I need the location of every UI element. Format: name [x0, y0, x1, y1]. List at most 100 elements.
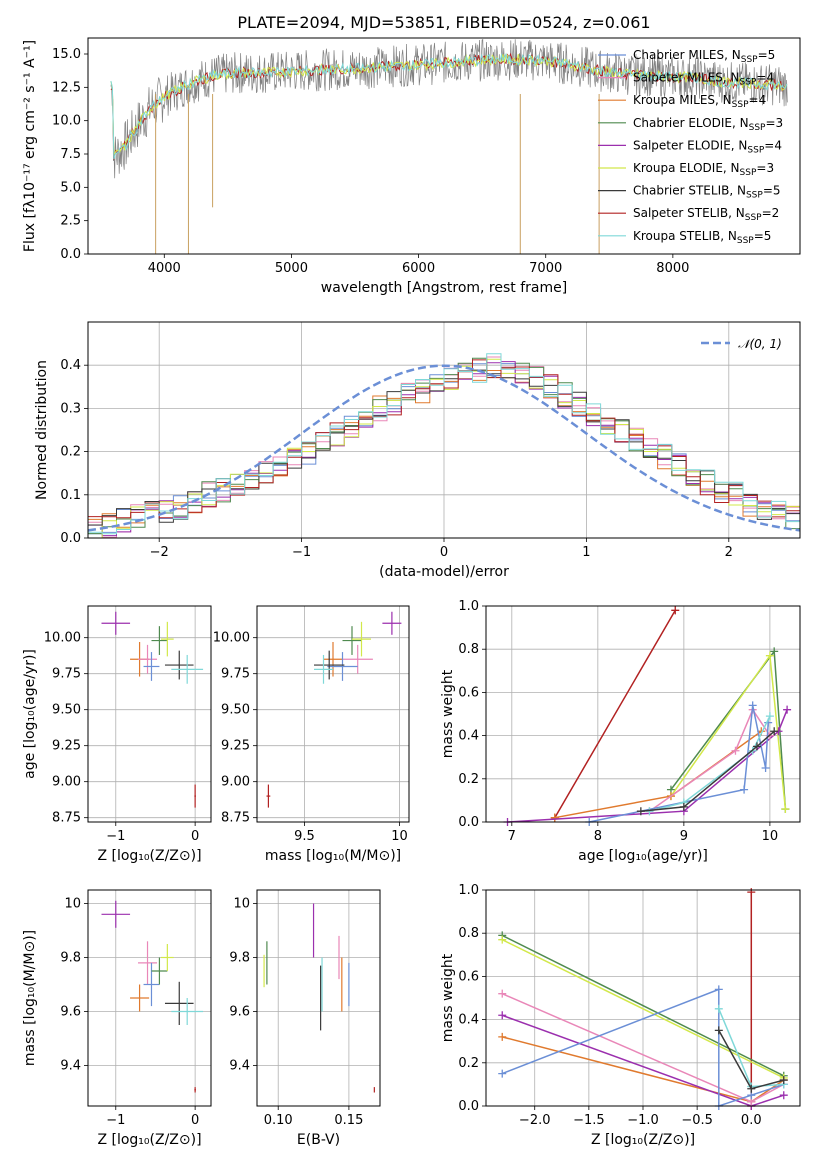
axes-residuals: −2 −1 0 1 2 0.0 0.1 0.2 0.3 0.4 𝒩(0, 1) (data-model… — [34, 321, 801, 580]
legend-tail: =4 — [756, 71, 774, 85]
legend-label: Kroupa MILES, NSSP=4 — [633, 93, 766, 110]
y-tick-label: 9.00 — [52, 775, 81, 790]
y-tick-label: 0.3 — [60, 401, 81, 416]
legend-sub: SSP — [740, 168, 757, 178]
y-tick-label: 9.75 — [52, 667, 81, 682]
x-axis-label: age [log₁₀(age/yr)] — [578, 848, 708, 864]
axes-spectrum: 4000 5000 6000 7000 8000 0.0 2.5 5.0 7.5 10.0 12.5… — [22, 37, 801, 296]
y-tick-label: 0.4 — [458, 1013, 479, 1028]
legend-tail: =5 — [754, 229, 772, 243]
x-tick-label: 0.15 — [334, 1113, 363, 1128]
weight-marker — [747, 888, 756, 897]
legend-sub: SSP — [737, 236, 754, 246]
x-tick-label: 5000 — [275, 261, 308, 276]
weight-line — [640, 730, 775, 812]
legend-label: Salpeter STELIB, NSSP=2 — [633, 206, 779, 223]
weight-marker — [765, 651, 774, 660]
x-tick-label: −1.0 — [627, 1113, 659, 1128]
x-tick-label: 0 — [191, 1113, 199, 1128]
legend-tail: =5 — [758, 48, 776, 62]
y-axis-label: mass [log₁₀(M/M⊙)] — [22, 930, 38, 1066]
x-axis-label: Z [log₁₀(Z/Z⊙)] — [97, 1132, 201, 1148]
weight-marker — [779, 1076, 788, 1085]
legend-sub: SSP — [732, 100, 749, 110]
legend-sub: SSP — [749, 123, 766, 133]
legend-sub: SSP — [741, 55, 758, 65]
legend-tail: =4 — [749, 93, 767, 107]
weight-marker — [714, 1004, 723, 1013]
weight-marker — [731, 746, 740, 755]
axes-frame — [485, 605, 801, 823]
weight-marker — [636, 807, 645, 816]
y-tick-label: 0.0 — [60, 247, 81, 262]
y-tick-label: 10.00 — [44, 631, 81, 646]
legend-label: Chabrier ELODIE, NSSP=3 — [633, 116, 783, 133]
y-tick-label: 9.8 — [60, 951, 81, 966]
y-tick-label: 10 — [233, 897, 250, 912]
axes-frame — [87, 321, 801, 539]
residual-histogram — [87, 369, 800, 538]
y-tick-label: 0.8 — [458, 926, 479, 941]
x-tick-label: 7000 — [529, 261, 562, 276]
x-tick-label: 6000 — [402, 261, 435, 276]
legend-tail: =4 — [764, 138, 782, 152]
y-tick-label: 9.25 — [52, 739, 81, 754]
axes-mass-vs-Z: −1 0 9.4 9.6 9.8 10 Z [log₁₀(Z/Z⊙)] mass [log₁₀… — [22, 889, 212, 1148]
y-axis-label: mass weight — [440, 953, 456, 1042]
y-axis-label: Flux [fλ10⁻¹⁷ erg cm⁻² s⁻¹ A⁻¹] — [22, 40, 38, 252]
weight-marker — [498, 1069, 507, 1078]
figure-title: PLATE=2094, MJD=53851, FIBERID=0524, z=0… — [237, 13, 650, 32]
x-tick-label: 4000 — [148, 261, 181, 276]
y-axis-label: Normed distribution — [34, 360, 50, 500]
legend-sub: SSP — [746, 191, 763, 201]
y-tick-label: 0.0 — [458, 815, 479, 830]
x-tick-label: 0.0 — [741, 1113, 762, 1128]
x-tick-label: 7 — [508, 829, 516, 844]
y-tick-label: 2.5 — [60, 214, 81, 229]
y-tick-label: 8.75 — [221, 811, 250, 826]
y-tick-label: 1.0 — [458, 883, 479, 898]
weight-marker — [679, 802, 688, 811]
y-tick-label: 9.8 — [229, 951, 250, 966]
axes-frame — [87, 605, 212, 823]
x-tick-label: 0.10 — [264, 1113, 293, 1128]
legend-label: Chabrier STELIB, NSSP=5 — [633, 184, 781, 201]
weight-marker — [779, 1091, 788, 1100]
axes-frame — [256, 889, 381, 1107]
weight-marker — [550, 813, 559, 822]
legend-tail: =3 — [765, 116, 783, 130]
weight-marker — [714, 1026, 723, 1035]
x-axis-label: E(B-V) — [297, 1132, 340, 1148]
x-tick-label: −1 — [292, 545, 311, 560]
model-spectrum-line — [110, 52, 788, 160]
y-tick-label: 9.6 — [60, 1005, 81, 1020]
x-tick-label: 8 — [594, 829, 602, 844]
y-tick-label: 0.0 — [458, 1099, 479, 1114]
y-tick-label: 0.0 — [60, 531, 81, 546]
y-tick-label: 0.6 — [458, 969, 479, 984]
weight-marker — [783, 705, 792, 714]
y-tick-label: 0.2 — [458, 772, 479, 787]
weight-marker — [498, 1011, 507, 1020]
legend-sub: SSP — [745, 213, 762, 223]
x-tick-label: 0 — [191, 829, 199, 844]
weight-marker — [714, 985, 723, 994]
weight-line — [649, 708, 771, 812]
legend-label: Salpeter MILES, NSSP=4 — [633, 71, 774, 88]
y-tick-label: 0.4 — [458, 729, 479, 744]
weight-marker — [498, 989, 507, 998]
y-tick-label: 0.4 — [60, 358, 81, 373]
weight-marker — [770, 727, 779, 736]
legend-sub: SSP — [747, 145, 764, 155]
y-tick-label: 10.00 — [213, 631, 250, 646]
y-tick-label: 9.50 — [52, 703, 81, 718]
x-axis-label: Z [log₁₀(Z/Z⊙)] — [97, 848, 201, 864]
weight-marker — [748, 701, 757, 710]
weight-marker — [740, 785, 749, 794]
y-tick-label: 10.0 — [52, 114, 81, 129]
y-axis-label: age [log₁₀(age/yr)] — [22, 649, 38, 779]
y-tick-label: 9.25 — [221, 739, 250, 754]
residual-histogram — [87, 353, 800, 538]
legend-label: Kroupa ELODIE, NSSP=3 — [633, 161, 774, 178]
